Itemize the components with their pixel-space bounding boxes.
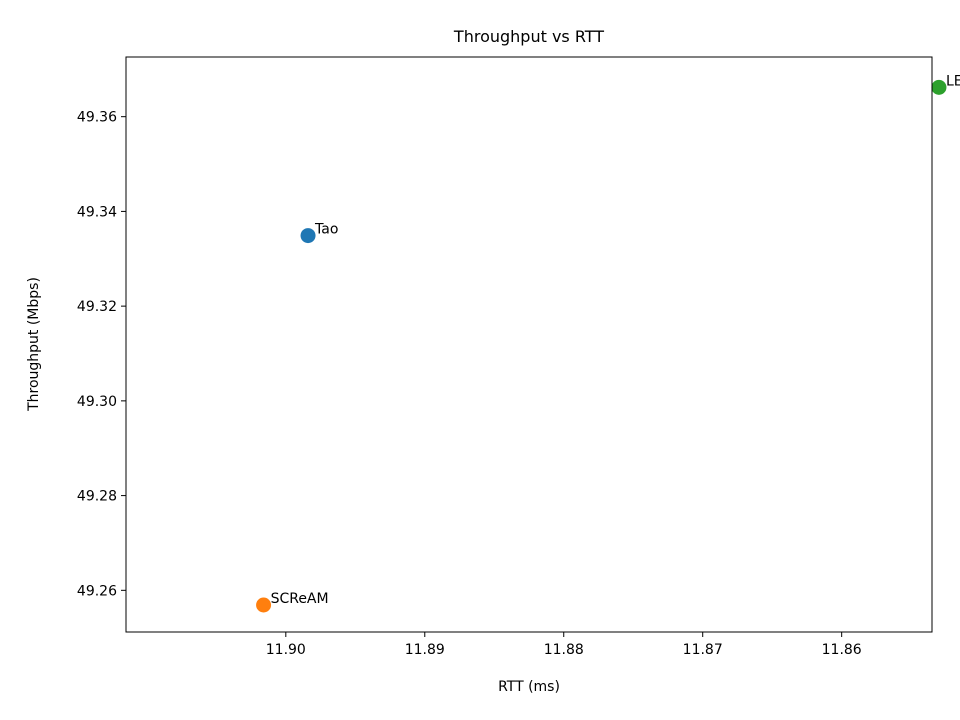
plot-area: Tao SCReAM LEDBAT	[125, 56, 960, 633]
data-points: Tao SCReAM LEDBAT	[256, 73, 960, 613]
chart-title: Throughput vs RTT	[453, 27, 604, 46]
data-point	[256, 597, 272, 613]
x-tick-label: 11.90	[266, 642, 306, 658]
data-point	[931, 79, 947, 95]
x-tick-label: 11.89	[405, 642, 445, 658]
axes-frame	[125, 56, 933, 633]
data-point	[300, 228, 316, 244]
y-tick-label: 49.32	[77, 299, 117, 315]
x-tick-label: 11.87	[683, 642, 723, 658]
x-axis-label: RTT (ms)	[498, 679, 560, 695]
y-axis-ticks: 49.26 49.28 49.30 49.32 49.34 49.36	[77, 110, 126, 599]
data-point-label: LEDBAT	[946, 73, 960, 89]
y-tick-label: 49.34	[77, 204, 117, 220]
data-point-label: Tao	[314, 222, 338, 238]
x-tick-label: 11.88	[544, 642, 584, 658]
y-tick-label: 49.26	[77, 583, 117, 599]
y-tick-label: 49.28	[77, 489, 117, 505]
data-point-label: SCReAM	[271, 591, 329, 607]
x-tick-label: 11.86	[822, 642, 862, 658]
x-axis-ticks: 11.90 11.89 11.88 11.87 11.86	[266, 632, 862, 658]
y-axis-label: Throughput (Mbps)	[26, 277, 42, 412]
y-tick-label: 49.36	[77, 110, 117, 126]
y-tick-label: 49.30	[77, 394, 117, 410]
